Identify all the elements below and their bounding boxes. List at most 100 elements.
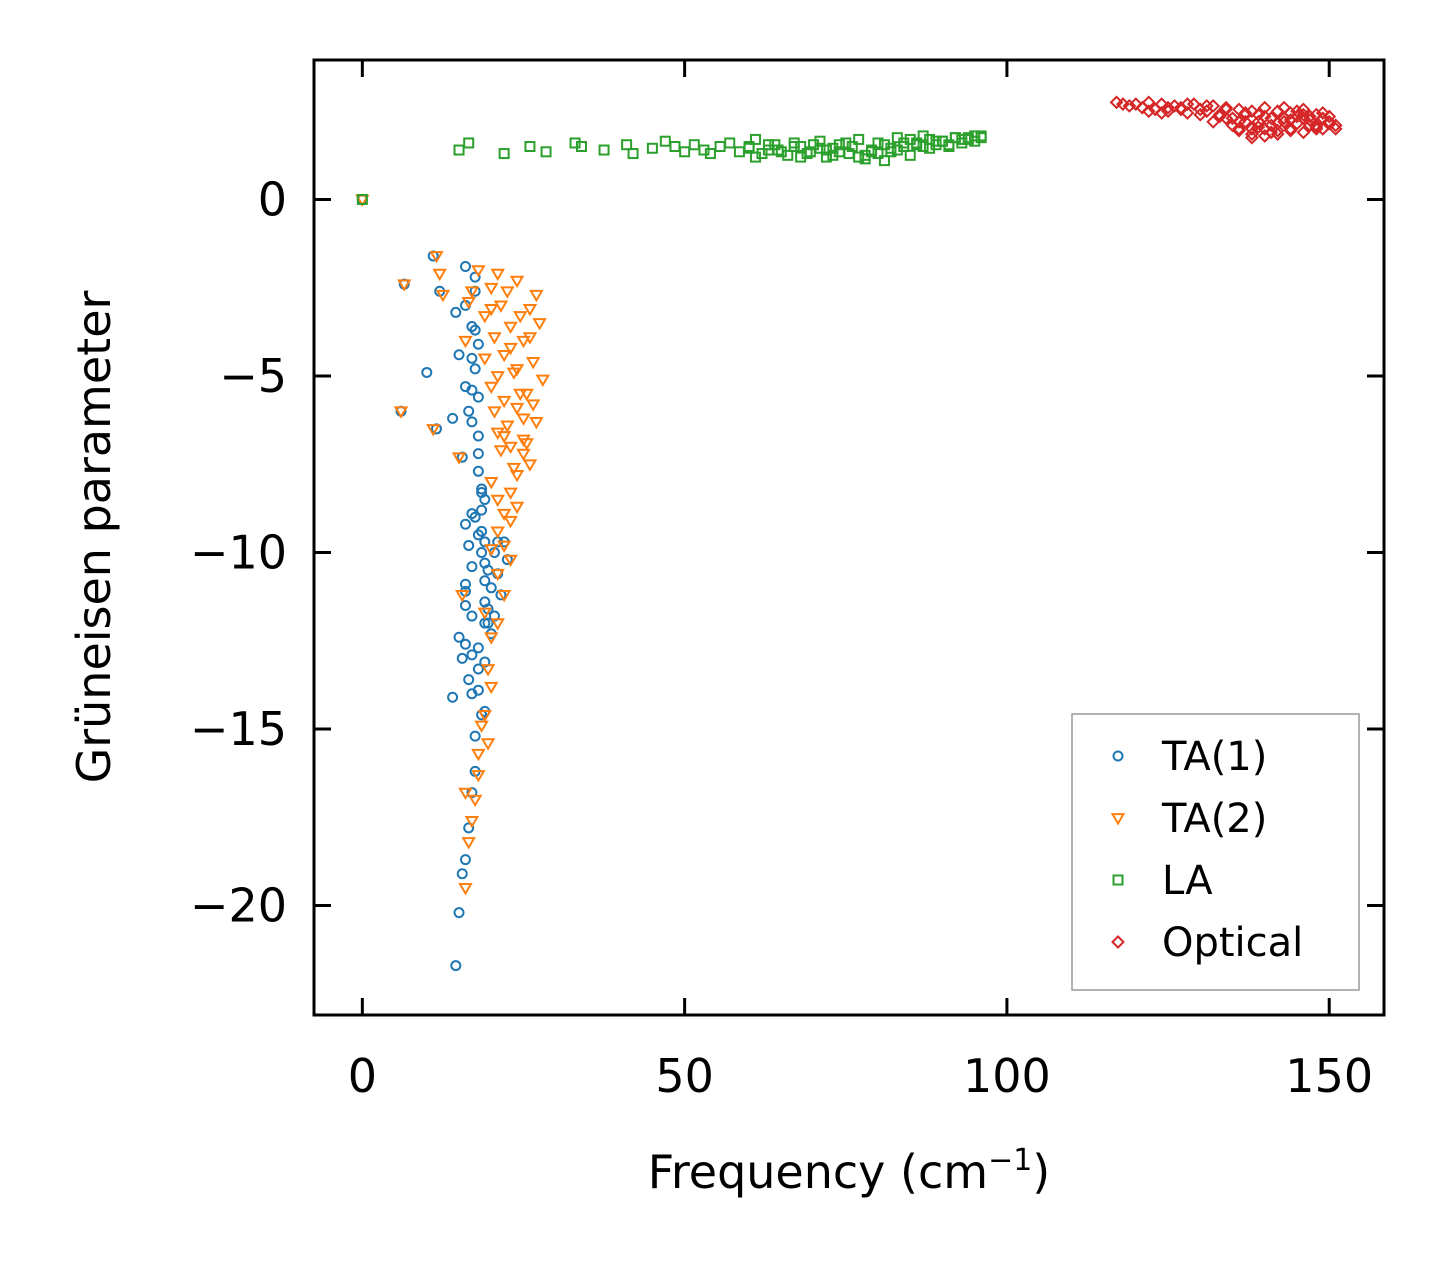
data-point [529, 417, 544, 430]
x-axis-title-text: Frequency (cm [648, 1145, 988, 1199]
data-point [458, 787, 473, 801]
data-point [1296, 125, 1311, 140]
data-point [904, 149, 916, 161]
data-point [795, 151, 807, 163]
data-point [522, 459, 538, 472]
data-point [464, 286, 480, 299]
data-point [469, 324, 481, 336]
data-point [1322, 114, 1337, 129]
series-ta-2 [355, 194, 551, 896]
data-point [525, 399, 541, 412]
data-point [704, 148, 716, 160]
data-point [490, 618, 505, 631]
data-point [509, 501, 525, 515]
data-point [1141, 104, 1156, 119]
x-tick-label: 50 [655, 1049, 714, 1103]
plot-frame [312, 58, 1386, 1017]
data-point [472, 338, 484, 350]
data-point [469, 363, 481, 375]
data-point [1244, 127, 1259, 142]
legend-entry: TA(2) [1110, 796, 1267, 842]
data-point [450, 306, 462, 318]
data-point [532, 318, 547, 331]
data-point [1328, 118, 1343, 133]
data-point [1296, 111, 1311, 126]
data-point [453, 631, 465, 643]
data-point [1290, 104, 1304, 119]
data-point [1283, 123, 1298, 138]
data-point [479, 656, 491, 668]
data-point [453, 349, 465, 361]
data-point [466, 416, 478, 428]
y-tick-label: 0 [258, 172, 287, 226]
data-point [487, 406, 502, 419]
data-point [1309, 118, 1324, 133]
data-point [463, 137, 475, 149]
data-point [500, 286, 515, 299]
data-point [356, 193, 368, 205]
data-point [463, 405, 475, 417]
data-point [1264, 118, 1279, 133]
data-point [846, 140, 858, 152]
data-point [506, 462, 522, 476]
data-point [833, 139, 845, 151]
data-point [509, 469, 525, 483]
data-point [743, 140, 755, 152]
data-point [525, 357, 541, 370]
data-point [459, 518, 471, 530]
data-point [750, 151, 762, 163]
data-point [724, 137, 736, 149]
legend-label: Optical [1162, 920, 1303, 966]
data-point [435, 289, 451, 303]
data-point [503, 554, 518, 568]
data-point [490, 494, 505, 508]
data-point [469, 511, 481, 523]
data-point [479, 536, 491, 548]
data-point [1283, 121, 1298, 136]
data-point [469, 271, 481, 283]
data-point [484, 477, 499, 490]
data-point [646, 142, 658, 154]
data-point [472, 663, 484, 675]
x-axis-title: Frequency (cm−1) [648, 1143, 1051, 1199]
data-point [1257, 121, 1272, 136]
data-point [472, 465, 484, 477]
data-point [432, 268, 447, 282]
data-point [516, 448, 531, 462]
data-point [878, 155, 890, 167]
data-point [1251, 114, 1266, 129]
data-point [476, 486, 488, 498]
data-point [1315, 106, 1330, 120]
data-point [459, 638, 471, 650]
data-point [490, 568, 505, 582]
data-point [490, 526, 505, 539]
data-point [535, 374, 551, 387]
data-point [471, 770, 486, 783]
data-point [447, 412, 459, 424]
data-point [466, 649, 478, 661]
legend-entry: Optical [1111, 920, 1303, 966]
legend-marker [1112, 874, 1124, 886]
legend-label: LA [1162, 858, 1213, 904]
x-tick-label: 0 [348, 1049, 377, 1103]
data-point [471, 748, 486, 762]
data-point [503, 321, 518, 335]
data-point [476, 483, 488, 495]
data-point [598, 144, 610, 156]
data-point [820, 151, 832, 163]
data-point [393, 406, 409, 419]
legend-marker [1112, 750, 1124, 762]
data-point [509, 364, 525, 377]
data-point [1174, 102, 1188, 117]
data-point [1206, 114, 1221, 129]
data-point [490, 268, 505, 282]
data-point [458, 335, 473, 349]
x-tick-label: 100 [963, 1049, 1051, 1103]
data-point [516, 335, 531, 349]
data-point [493, 445, 509, 458]
y-tick-label: −5 [219, 349, 287, 403]
data-point [769, 139, 781, 151]
data-point [872, 148, 884, 160]
data-point [453, 907, 465, 919]
